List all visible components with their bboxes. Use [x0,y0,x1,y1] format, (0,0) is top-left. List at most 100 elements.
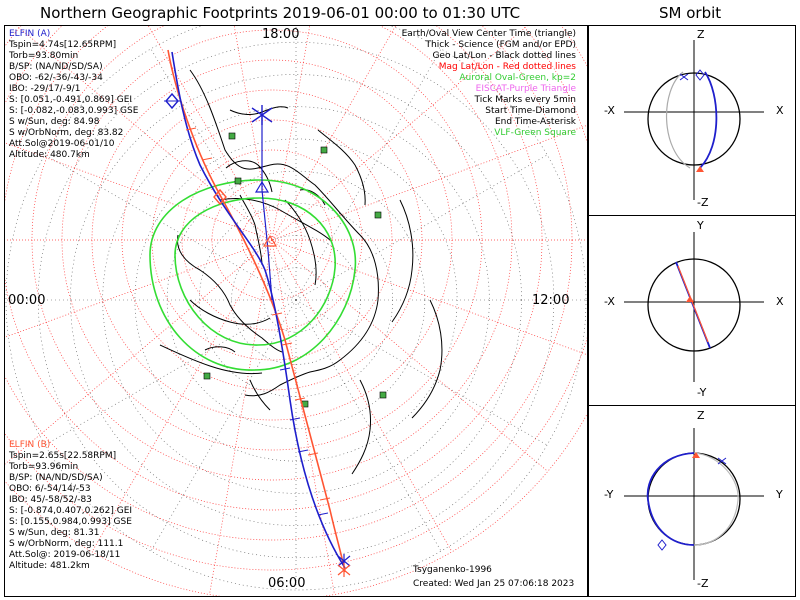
map-frame [4,25,588,597]
elfin-a-line: S: [-0.082,-0.083,0.993] GSE [9,106,139,116]
time-label-left: 00:00 [8,293,46,308]
elfin-b-line: Altitude: 481.2km [9,561,90,571]
orbit-backside [666,71,691,169]
mag-lon-line [91,239,273,552]
elfin-b-ticks [185,127,331,501]
elfin-a-line: S w/OrbNorm, deg: 83.82 [9,128,124,138]
orbit1-right-label: X [776,104,784,117]
elfin-b-bottom-asterisk [337,563,351,577]
legend: Earth/Oval View Center Time (triangle) T… [402,29,576,139]
orbit3-left-label: -Y [604,488,614,501]
orbit-backside [693,452,739,546]
auroral-oval [149,179,357,371]
legend-item: Start Time-Diamond [485,106,576,116]
orbit-b-marker [696,166,704,172]
legend-item: End Time-Asterisk [494,117,576,127]
geo-lon-line [295,48,442,301]
elfin-a-end-asterisk [251,105,273,125]
elfin-b-line: OBO: 6/-54/14/-53 [9,484,91,494]
vlf-station [203,372,211,380]
time-label-top: 18:00 [262,27,300,42]
mag-lon-line [16,26,273,241]
orbit-start-diamond [657,539,667,551]
elfin-a-ticks [279,367,329,516]
elfin-a-center-trace [261,115,273,301]
legend-item: Earth/Oval View Center Time (triangle) [401,29,576,39]
orbit-frame-1 [588,25,796,216]
elfin-b-line: IBO: 45/-58/52/-83 [9,495,92,505]
orbit2-right-label: X [776,295,784,308]
time-label-bottom: 06:00 [268,576,306,591]
geo-lon-line [150,299,297,552]
legend-item: Auroral Oval-Green, kp=2 [459,73,576,83]
elfin-b-line: Att.Sol@: 2019-06-18/11 [9,550,121,560]
elfin-b-line: S w/Sun, deg: 81.31 [9,528,100,538]
orbit2-top-label: Y [697,219,704,232]
elfin-a-line: B/SP: (NA/ND/SD/SA) [9,62,103,72]
elfin-a-line: S: [0.051,-0.491,0.869] GEI [9,95,133,105]
orbit-frame-3 [588,405,796,597]
mag-lon-line [5,239,273,465]
elfin-a-line: Tspin=4.74s[12.65RPM] [9,40,117,50]
geo-lat-circle [37,41,555,559]
legend-item: Tick Marks every 5min [474,95,576,105]
model-label: Tsyganenko-1996 [413,565,492,575]
time-label-right: 12:00 [532,293,570,308]
vlf-station [374,211,382,219]
mag-lon-line [271,124,587,241]
geo-lat-circle [102,106,490,494]
mag-lon-line [271,26,528,241]
mag-lon-line [271,26,311,241]
vlf-station [228,132,236,140]
vlf-stations [203,132,387,408]
orbit3-bottom-label: -Z [697,577,709,590]
orbit-panel-xy [624,232,764,382]
mag-lon-line [209,239,273,595]
orbit-b-marker [686,296,694,302]
elfin-b-name: ELFIN (B) [9,440,51,450]
mag-lon-line [271,239,549,472]
elfin-b-line: S w/OrbNorm, deg: 111.1 [9,539,124,549]
legend-item: EISCAT-Purple Triangle [475,84,576,94]
orbit2-left-label: -X [604,295,615,308]
elfin-b-track [167,49,346,573]
sm-orbit-title: SM orbit [659,4,722,22]
elfin-b-center-triangle [262,234,278,247]
elfin-b-line: B/SP: (NA/ND/SD/SA) [9,473,103,483]
elfin-b-start-diamond [213,188,227,206]
elfin-b-line: Torb=93.96min [9,462,79,472]
orbit-panel-yz [624,428,764,580]
elfin-a-track [171,51,346,569]
elfin-a-line: S w/Sun, deg: 84.98 [9,117,100,127]
orbit-b-marker [692,452,700,458]
legend-item: Geo Lat/Lon - Black dotted lines [432,51,576,61]
orbit2-bottom-label: -Y [697,386,707,399]
geo-lon-line [295,299,548,446]
elfin-a-line: OBO: -62/-36/-43/-34 [9,73,103,83]
orbit3-right-label: Y [776,488,783,501]
elfin-b-line: Tspin=2.65s[22.58RPM] [9,451,117,461]
elfin-a-info: ELFIN (A) Tspin=4.74s[12.65RPM] Torb=93.… [9,29,138,161]
elfin-a-orbit [646,452,695,546]
orbit1-top-label: Z [697,28,705,41]
mag-lon-line [5,239,273,338]
elfin-b-orbit [677,265,709,343]
vlf-station [320,146,328,154]
mag-lon-line [271,239,335,595]
elfin-b-line: S: [0.155,0.984,0.993] GSE [9,517,132,527]
orbit-frame-2 [588,215,796,406]
coastlines [159,69,443,475]
geo-lat-circle [70,74,522,526]
geo-lon-line [150,48,297,301]
orbit-end-asterisk [679,73,689,81]
orbit1-bottom-label: -Z [697,196,709,209]
elfin-b-line: S: [-0.874,0.407,0.262] GEI [9,506,133,516]
vlf-station [379,391,387,399]
orbit-start-diamond [695,69,705,81]
mag-grid [5,26,587,596]
elfin-a-line: Torb=93.80min [9,51,79,61]
orbit-panel-xz [624,40,764,200]
mag-lon-line [271,239,587,356]
orbit3-top-label: Z [697,409,705,422]
